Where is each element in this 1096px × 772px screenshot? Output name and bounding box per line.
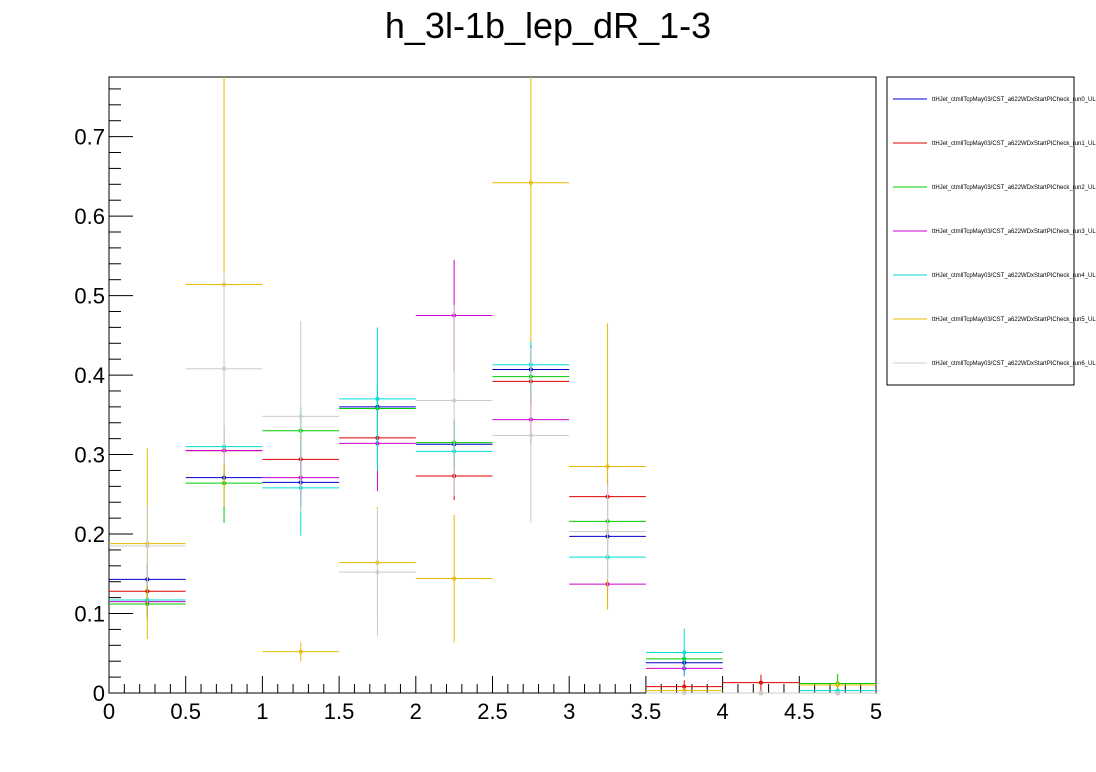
legend-label: ttHJet_ctmllTcpMay03/CST_a622WDxStartPIC…	[932, 317, 1096, 323]
data-point	[682, 688, 687, 693]
x-tick-label: 0	[103, 699, 115, 724]
data-point	[605, 529, 610, 534]
y-tick-label: 0.5	[74, 284, 105, 309]
x-tick-label: 1	[256, 699, 268, 724]
legend-label: ttHJet_ctmllTcpMay03/CST_a622WDxStartPIC…	[932, 361, 1096, 367]
x-tick-label: 4.5	[784, 699, 815, 724]
y-tick-label: 0.7	[74, 125, 105, 150]
legend-label: ttHJet_ctmllTcpMay03/CST_a622WDxStartPIC…	[932, 97, 1096, 103]
x-tick-label: 2	[410, 699, 422, 724]
data-point	[221, 366, 227, 371]
y-tick-label: 0.3	[74, 443, 105, 468]
data-point	[758, 690, 764, 696]
y-tick-label: 0	[93, 681, 105, 706]
data-point	[375, 396, 380, 402]
x-axis: 0 0.5 1 1.5 2 2.5 3 3.5 4 4.5 5	[103, 676, 882, 724]
data-point	[298, 414, 303, 419]
data-point	[375, 570, 380, 575]
data-point	[528, 180, 533, 185]
data-point	[758, 680, 764, 685]
data-point	[452, 398, 457, 403]
data-point	[682, 650, 687, 655]
x-tick-label: 0.5	[170, 699, 201, 724]
y-tick-label: 0.4	[74, 363, 105, 388]
x-tick-label: 5	[870, 699, 882, 724]
x-tick-label: 3.5	[631, 699, 662, 724]
x-tick-label: 4	[716, 699, 728, 724]
y-axis: 0 0.1 0.2 0.3 0.4 0.5 0.6 0.7	[74, 88, 133, 706]
data-point	[835, 682, 840, 688]
data-point	[298, 649, 303, 654]
y-tick-label: 0.1	[74, 602, 105, 627]
series-6	[109, 273, 876, 696]
y-tick-label: 0.2	[74, 522, 105, 547]
y-tick-label: 0.6	[74, 204, 105, 229]
x-tick-label: 1.5	[324, 699, 355, 724]
x-tick-label: 2.5	[477, 699, 508, 724]
legend-label: ttHJet_ctmllTcpMay03/CST_a622WDxStartPIC…	[932, 141, 1096, 147]
data-point	[145, 543, 150, 549]
data-point	[682, 690, 687, 696]
x-tick-label: 3	[563, 699, 575, 724]
legend: ttHJet_ctmllTcpMay03/CST_a622WDxStartPIC…	[886, 76, 1096, 386]
data-point	[528, 433, 533, 438]
data-point	[835, 690, 840, 696]
data-point	[452, 576, 457, 581]
chart-title: h_3l-1b_lep_dR_1-3	[385, 5, 711, 46]
data-series	[109, 77, 876, 696]
legend-label: ttHJet_ctmllTcpMay03/CST_a622WDxStartPIC…	[932, 229, 1096, 235]
legend-label: ttHJet_ctmllTcpMay03/CST_a622WDxStartPIC…	[932, 273, 1096, 279]
data-point	[605, 464, 610, 469]
legend-label: ttHJet_ctmllTcpMay03/CST_a622WDxStartPIC…	[932, 185, 1096, 191]
